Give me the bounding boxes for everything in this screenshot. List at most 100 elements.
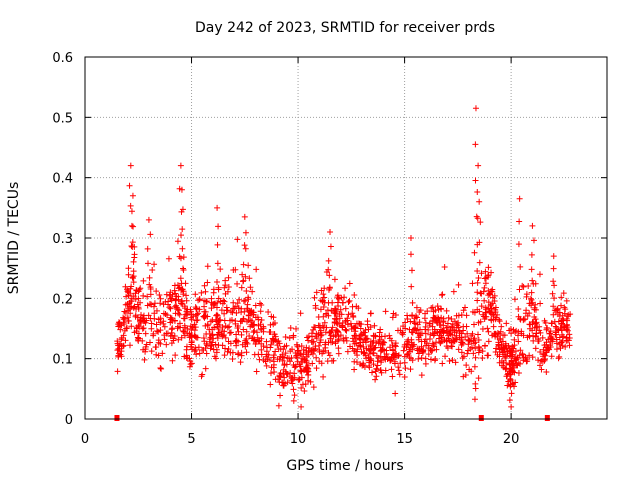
y-tick-label: 0.5 — [52, 111, 73, 126]
data-point — [147, 231, 154, 238]
data-point — [407, 318, 414, 325]
data-point — [287, 324, 294, 331]
data-point — [210, 302, 217, 309]
data-point — [128, 208, 135, 215]
data-point — [332, 338, 339, 345]
data-point — [147, 291, 154, 298]
data-point — [136, 323, 143, 330]
data-point — [400, 347, 407, 354]
data-point — [317, 337, 324, 344]
data-point — [183, 354, 190, 361]
data-point — [142, 330, 149, 337]
data-point — [482, 280, 489, 287]
data-point — [239, 341, 246, 348]
data-point — [528, 296, 535, 303]
data-point — [255, 338, 262, 345]
x-tick-label: 15 — [396, 432, 413, 447]
data-point — [199, 347, 206, 354]
data-point — [245, 294, 252, 301]
data-point — [298, 384, 305, 391]
data-point — [407, 251, 414, 258]
data-point — [192, 324, 199, 331]
data-point — [551, 295, 558, 302]
data-point — [167, 305, 174, 312]
data-point — [167, 289, 174, 296]
bottom-marker — [114, 415, 120, 421]
data-point — [180, 265, 187, 272]
data-point — [345, 311, 352, 318]
data-point — [523, 293, 530, 300]
data-point — [192, 344, 199, 351]
data-point — [498, 346, 505, 353]
data-point — [389, 373, 396, 380]
data-point — [283, 342, 290, 349]
data-point — [172, 290, 179, 297]
data-point — [535, 357, 542, 364]
data-point — [512, 353, 519, 360]
data-point — [240, 315, 247, 322]
data-point — [560, 290, 567, 297]
data-point — [452, 359, 459, 366]
data-point — [114, 338, 121, 345]
data-point — [475, 375, 482, 382]
data-point — [515, 370, 522, 377]
data-point — [132, 296, 139, 303]
data-point — [209, 326, 216, 333]
data-point — [213, 311, 220, 318]
data-point — [234, 324, 241, 331]
data-point — [342, 334, 349, 341]
data-point — [356, 335, 363, 342]
data-point — [369, 369, 376, 376]
data-point — [267, 328, 274, 335]
data-point — [124, 324, 131, 331]
data-point — [454, 322, 461, 329]
data-point — [240, 261, 247, 268]
data-point — [415, 350, 422, 357]
data-point — [402, 319, 409, 326]
data-point — [202, 308, 209, 315]
data-point — [377, 367, 384, 374]
data-point — [298, 342, 305, 349]
data-point — [116, 342, 123, 349]
data-point — [434, 329, 441, 336]
data-point — [523, 307, 530, 314]
data-point — [131, 329, 138, 336]
data-point — [335, 302, 342, 309]
data-point — [529, 222, 536, 229]
data-point — [290, 397, 297, 404]
data-point — [215, 284, 222, 291]
data-point — [263, 351, 270, 358]
data-point — [128, 323, 135, 330]
data-point — [175, 336, 182, 343]
data-point — [256, 356, 263, 363]
data-point — [290, 362, 297, 369]
data-point — [248, 318, 255, 325]
data-point — [221, 328, 228, 335]
data-point — [486, 308, 493, 315]
data-point — [298, 367, 305, 374]
data-point — [360, 360, 367, 367]
data-point — [543, 369, 550, 376]
data-point — [551, 282, 558, 289]
data-point — [472, 177, 479, 184]
data-point — [203, 350, 210, 357]
data-point — [333, 308, 340, 315]
data-point — [519, 282, 526, 289]
data-point — [163, 291, 170, 298]
data-point — [427, 346, 434, 353]
data-point — [120, 332, 127, 339]
data-point — [312, 305, 319, 312]
data-point — [179, 245, 186, 252]
data-point — [287, 348, 294, 355]
data-point — [439, 360, 446, 367]
data-point — [311, 294, 318, 301]
data-point — [126, 299, 133, 306]
data-point — [253, 368, 260, 375]
data-point — [508, 390, 515, 397]
data-point — [139, 337, 146, 344]
data-point — [479, 354, 486, 361]
data-point — [475, 336, 482, 343]
data-point — [460, 327, 467, 334]
data-point — [187, 343, 194, 350]
